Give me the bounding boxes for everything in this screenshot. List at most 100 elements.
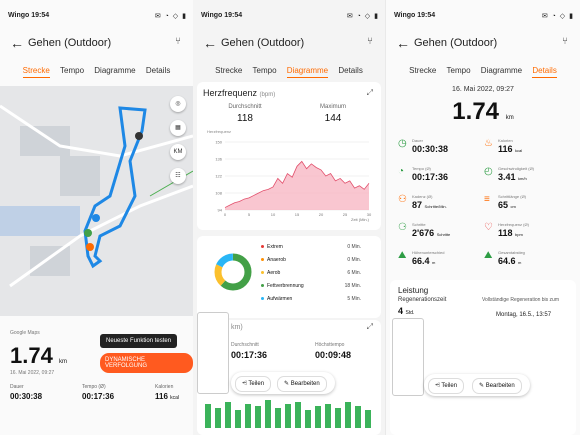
metric-value-row: 118 bpm xyxy=(498,228,523,238)
tab-bar: Strecke Tempo Diagramme Details xyxy=(193,66,385,84)
stat-duration: Dauer 00:30:38 xyxy=(10,384,42,401)
metric-unit: bpm xyxy=(515,232,523,237)
map-settings-icon[interactable]: ☷ xyxy=(170,168,186,184)
route-screen: Wingo 19:54 ✉ ◔ ◇ ▮ ← Gehen (Outdoor) ⑂ … xyxy=(0,0,193,435)
chart-ylabel: Herzfrequenz xyxy=(207,129,232,134)
edit-button[interactable]: ✎ Bearbeiten xyxy=(472,378,522,394)
page-title: Gehen (Outdoor) xyxy=(221,37,305,49)
stat-pace: Tempo (Ø) 00:17:36 xyxy=(82,384,114,401)
map-blur xyxy=(30,246,70,276)
status-time: Wingo 19:54 xyxy=(201,12,243,19)
preview-thumbnail[interactable] xyxy=(392,318,424,396)
x-tick-label: 20 xyxy=(319,212,324,217)
zone-name: Anaerob xyxy=(267,257,286,263)
status-icons: ✉ ◔ ◇ ▮ xyxy=(346,13,379,20)
zone-row: Extrem 0 Min. xyxy=(261,244,371,250)
y-tick-label: 136 xyxy=(215,157,222,162)
tab-strecke[interactable]: Strecke xyxy=(215,66,243,75)
edit-label: Bearbeiten xyxy=(290,381,320,387)
y-tick-label: 94 xyxy=(218,208,223,213)
tab-tempo[interactable]: Tempo xyxy=(446,66,471,75)
share-label: Teilen xyxy=(248,381,265,387)
tab-details[interactable]: Details xyxy=(532,66,557,78)
cadence-icon: ⚇ xyxy=(398,194,407,205)
stat-label: Tempo (Ø) xyxy=(82,384,106,390)
page-title: Gehen (Outdoor) xyxy=(414,37,498,49)
zones-donut xyxy=(214,253,252,291)
hr-title-text: Herzfrequenz xyxy=(203,88,258,98)
zones-card xyxy=(197,236,381,318)
back-arrow-icon[interactable]: ← xyxy=(10,35,24,51)
distance-number: 1.74 xyxy=(452,98,500,125)
zone-dot xyxy=(261,258,264,262)
regen-unit: Std. xyxy=(405,310,415,316)
tab-tempo[interactable]: Tempo xyxy=(60,66,85,75)
km-marker-button[interactable]: KM xyxy=(170,144,186,160)
tab-diagramme[interactable]: Diagramme xyxy=(94,66,136,75)
tab-diagramme[interactable]: Diagramme xyxy=(480,66,523,75)
zone-value: 0 Min. xyxy=(347,257,361,263)
metric-label: Kalorien xyxy=(498,138,513,143)
heart-icon: ♡ xyxy=(484,222,493,233)
stat-value-row: 116 kcal xyxy=(155,392,179,401)
tempo-title: km) xyxy=(231,324,243,331)
tab-bar: Strecke Tempo Diagramme Details xyxy=(0,66,193,84)
zone-dot xyxy=(261,245,264,249)
charts-screen: Wingo 19:54 ✉ ◔ ◇ ▮ ← Gehen (Outdoor) ⑂ … xyxy=(193,0,385,435)
dynamic-tracking-button[interactable]: DYNAMISCHE VERFOLGUNG xyxy=(100,353,193,373)
edit-label: Bearbeiten xyxy=(485,383,515,389)
x-tick-label: 0 xyxy=(224,212,227,217)
zone-value: 18 Min. xyxy=(344,283,361,289)
metric-label: Dauer xyxy=(412,138,423,143)
share-button[interactable]: ⩤ Teilen xyxy=(235,376,272,392)
back-arrow-icon[interactable]: ← xyxy=(203,35,217,51)
tab-details[interactable]: Details xyxy=(145,66,171,75)
zone-value: 6 Min. xyxy=(347,270,361,276)
metric-value: 00:17:36 xyxy=(412,172,449,182)
tempo-avg-value: 00:17:36 xyxy=(231,350,268,360)
metric-label: Tempo (Ø) xyxy=(412,166,431,171)
y-tick-label: 150 xyxy=(215,140,222,145)
zone-name: Aufwärmen xyxy=(267,296,293,302)
metric-label: Höhenunterschied xyxy=(412,250,445,255)
metric-value-row: 2'676 Schritte xyxy=(412,228,450,238)
metric-value: 65 xyxy=(498,200,509,210)
share-icon[interactable]: ⑂ xyxy=(562,36,568,47)
map-layers-icon[interactable]: ▦ xyxy=(170,120,186,136)
metric-unit: km/h xyxy=(518,176,527,181)
pace-icon: ◔ xyxy=(398,166,405,177)
metric-label: Schritte xyxy=(412,222,426,227)
metric-value: 87 xyxy=(412,200,423,210)
clock-icon: ◷ xyxy=(398,138,407,149)
share-icon[interactable]: ⑂ xyxy=(367,36,373,47)
metric-value: 64.6 xyxy=(498,256,516,266)
hr-max-label: Maximum xyxy=(319,104,346,110)
share-icon[interactable]: ⑂ xyxy=(175,36,181,47)
route-map[interactable]: ◎ ▦ KM ☷ xyxy=(0,86,193,316)
tab-strecke[interactable]: Strecke xyxy=(409,66,437,75)
expand-icon[interactable]: ⤢ xyxy=(366,88,373,97)
title-bar: ← Gehen (Outdoor) ⑂ xyxy=(193,30,385,56)
hr-unit: (bpm) xyxy=(259,92,276,98)
edit-button[interactable]: ✎ Bearbeiten xyxy=(277,376,327,392)
locate-icon[interactable]: ◎ xyxy=(170,96,186,112)
zone-dot xyxy=(261,271,264,275)
mountain-icon: ⛰ xyxy=(398,250,407,261)
share-button[interactable]: ⩤ Teilen xyxy=(428,378,465,394)
preview-thumbnail[interactable] xyxy=(197,312,229,394)
stat-value: 116 xyxy=(155,392,168,401)
metric-value: 2'676 xyxy=(412,228,435,238)
metric-value-row: 66.4 m xyxy=(412,256,435,266)
tab-details[interactable]: Details xyxy=(338,66,363,75)
tab-strecke[interactable]: Strecke xyxy=(22,66,50,78)
stat-unit: kcal xyxy=(170,395,180,401)
status-icons: ✉ ◔ ◇ ▮ xyxy=(154,13,187,20)
workout-date: 16. Mai 2022, 09:27 xyxy=(10,370,55,376)
back-arrow-icon[interactable]: ← xyxy=(396,35,410,51)
tab-tempo[interactable]: Tempo xyxy=(252,66,277,75)
tab-diagramme[interactable]: Diagramme xyxy=(286,66,329,78)
expand-icon[interactable]: ⤢ xyxy=(366,322,373,331)
x-tick-label: 5 xyxy=(248,212,251,217)
regen-label: Regenerationszeit xyxy=(398,297,447,303)
